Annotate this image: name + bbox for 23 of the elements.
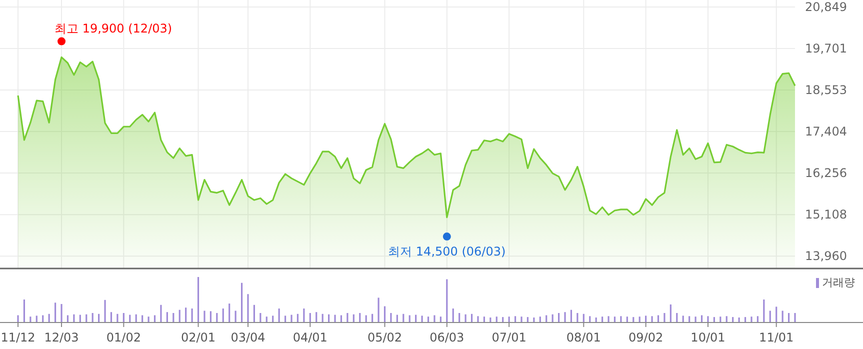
- y-tick-label: 13,960: [805, 248, 847, 263]
- x-tick-label: 05/02: [367, 330, 402, 345]
- annotation: 최저 14,500 (06/03): [388, 244, 506, 259]
- y-tick-label: 19,701: [805, 41, 847, 56]
- y-tick-label: 18,553: [805, 82, 847, 97]
- legend-label: 거래량: [822, 276, 855, 289]
- y-tick-label: 16,256: [805, 166, 847, 180]
- x-tick-label: 09/02: [628, 330, 664, 345]
- y-tick-label: 20,849: [805, 0, 847, 14]
- x-tick-label: 11/12: [0, 330, 36, 345]
- x-tick-label: 02/01: [180, 330, 216, 345]
- x-tick-label: 01/02: [106, 330, 141, 345]
- x-tick-label: 08/01: [566, 330, 601, 345]
- y-tick-label: 15,108: [805, 207, 847, 222]
- x-tick-label: 04/01: [292, 330, 328, 345]
- x-tick-label: 12/03: [44, 330, 79, 345]
- x-tick-label: 10/01: [690, 330, 726, 345]
- x-tick-label: 07/01: [492, 330, 526, 345]
- x-tick-label: 11/01: [759, 330, 794, 345]
- x-tick-label: 03/04: [230, 330, 266, 345]
- y-tick-label: 17,404: [805, 124, 847, 138]
- x-tick-label: 06/03: [430, 330, 464, 345]
- annotation: 최고 19,900 (12/03): [54, 21, 172, 36]
